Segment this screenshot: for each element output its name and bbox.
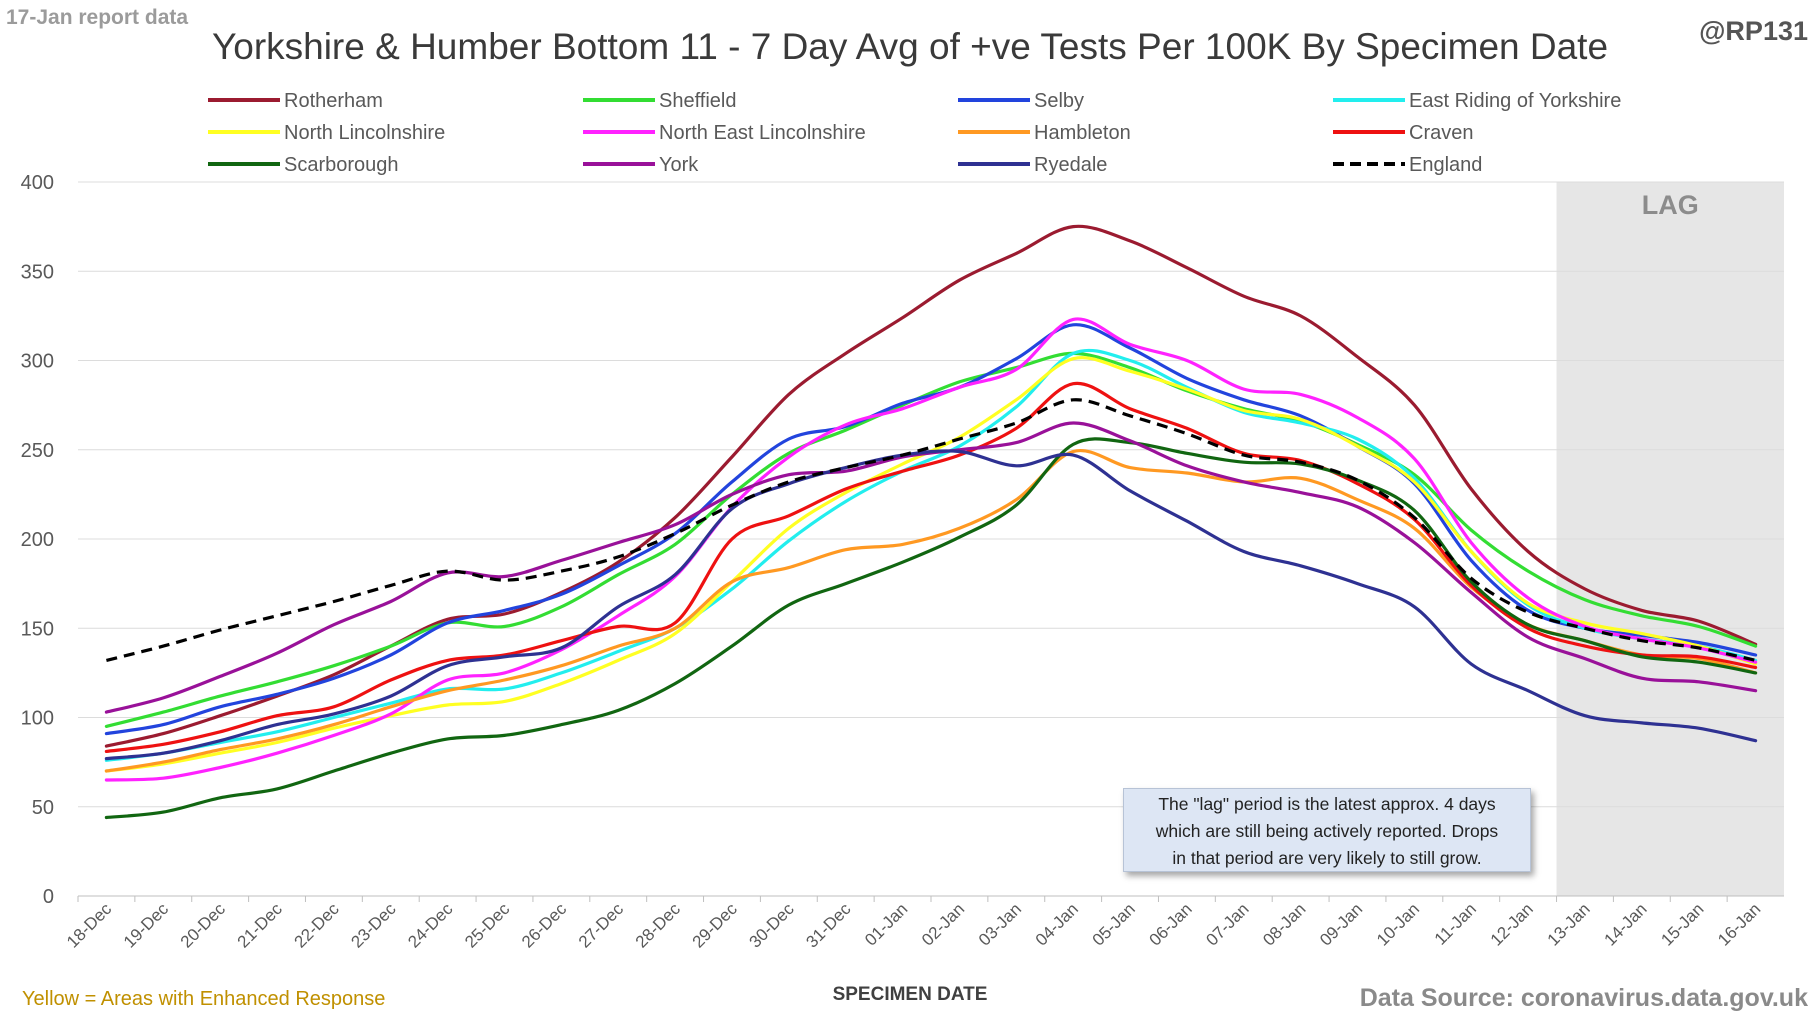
x-tick-label: 01-Jan	[861, 899, 911, 949]
legend-label: Craven	[1409, 122, 1473, 144]
y-tick-label: 350	[21, 261, 54, 283]
x-tick-label: 04-Jan	[1032, 899, 1082, 949]
series-line-north-east-lincolnshire	[104, 317, 1758, 782]
x-tick-label: 25-Dec	[461, 899, 514, 952]
series-line-selby	[104, 323, 1758, 736]
legend-label: England	[1409, 154, 1482, 176]
x-tick-label: 06-Jan	[1146, 899, 1196, 949]
x-tick-label: 14-Jan	[1600, 899, 1650, 949]
legend-label: York	[659, 154, 699, 176]
chart-title: Yorkshire & Humber Bottom 11 - 7 Day Avg…	[211, 26, 1609, 67]
series-line-england	[106, 398, 1756, 662]
series-line-ryedale	[104, 449, 1758, 761]
x-tick-label: 11-Jan	[1431, 899, 1480, 948]
x-tick-label: 10-Jan	[1373, 899, 1423, 949]
y-tick-label: 300	[21, 351, 54, 373]
legend-label: North East Lincolnshire	[659, 122, 866, 144]
x-tick-label: 16-Jan	[1714, 899, 1764, 949]
author-handle: @RP131	[1699, 16, 1808, 46]
report-date-label: 17-Jan report data	[6, 6, 189, 29]
legend-label: North Lincolnshire	[284, 122, 445, 144]
x-axis-label: SPECIMEN DATE	[832, 984, 988, 1005]
y-tick-label: 150	[21, 618, 54, 640]
x-tick-label: 28-Dec	[632, 899, 685, 952]
x-tick-label: 15-Jan	[1657, 899, 1707, 949]
x-tick-label: 13-Jan	[1544, 899, 1594, 949]
x-tick-label: 31-Dec	[802, 899, 855, 952]
y-axis-ticks: 0 50 100 150 200 250 300 350 400	[21, 172, 54, 908]
lag-annotation-line: which are still being actively reported.…	[1155, 821, 1499, 841]
x-tick-label: 23-Dec	[347, 899, 400, 952]
x-tick-label: 26-Dec	[518, 899, 571, 952]
x-tick-label: 21-Dec	[234, 899, 287, 952]
x-tick-label: 20-Dec	[177, 899, 230, 952]
legend-label: Scarborough	[284, 154, 399, 176]
x-tick-label: 27-Dec	[575, 899, 628, 952]
x-tick-label: 19-Dec	[120, 899, 173, 952]
series-line-sheffield	[104, 351, 1758, 728]
x-tick-label: 30-Dec	[745, 899, 798, 952]
y-tick-label: 50	[32, 797, 54, 819]
x-tick-label: 09-Jan	[1316, 899, 1366, 949]
lag-label: LAG	[1642, 190, 1699, 220]
legend-label: Sheffield	[659, 90, 736, 112]
legend-label: Rotherham	[284, 90, 383, 112]
y-tick-label: 200	[21, 529, 54, 551]
legend-label: East Riding of Yorkshire	[1409, 90, 1621, 112]
gridlines	[78, 181, 1784, 897]
x-tick-label: 22-Dec	[291, 899, 344, 952]
x-tick-label: 12-Jan	[1487, 899, 1537, 949]
y-tick-label: 250	[21, 440, 54, 462]
lag-annotation-line: The "lag" period is the latest approx. 4…	[1158, 794, 1496, 814]
series-line-north-lincolnshire	[104, 356, 1758, 773]
data-source: Data Source: coronavirus.data.gov.uk	[1359, 984, 1808, 1012]
series-line-scarborough	[104, 437, 1758, 820]
series-line-york	[104, 421, 1758, 714]
legend-label: Hambleton	[1034, 122, 1131, 144]
x-tick-label: 24-Dec	[404, 899, 457, 952]
x-tick-label: 29-Dec	[689, 899, 742, 952]
enhanced-response-note: Yellow = Areas with Enhanced Response	[22, 988, 386, 1010]
x-tick-label: 18-Dec	[63, 899, 116, 952]
series-lines	[104, 224, 1758, 820]
x-axis-ticks: 18-Dec 19-Dec 20-Dec 21-Dec 22-Dec 23-Dec 24-D…	[63, 896, 1764, 952]
x-tick-label: 08-Jan	[1259, 899, 1309, 949]
lag-annotation-line: in that period are very likely to still …	[1172, 848, 1482, 868]
y-tick-label: 400	[21, 172, 54, 194]
legend-label: Ryedale	[1034, 154, 1107, 176]
x-tick-label: 03-Jan	[975, 899, 1025, 949]
legend: Rotherham Sheffield Selby East Riding of Yo…	[208, 90, 1621, 176]
y-tick-label: 100	[21, 708, 54, 730]
lag-annotation-box: The "lag" period is the latest approx. 4…	[1123, 788, 1531, 872]
x-tick-label: 07-Jan	[1202, 899, 1252, 949]
y-tick-label: 0	[43, 886, 54, 908]
series-line-rotherham	[104, 224, 1758, 748]
x-tick-label: 02-Jan	[918, 899, 968, 949]
legend-label: Selby	[1034, 90, 1084, 112]
series-line-craven	[104, 381, 1758, 753]
x-tick-label: 05-Jan	[1089, 899, 1139, 949]
